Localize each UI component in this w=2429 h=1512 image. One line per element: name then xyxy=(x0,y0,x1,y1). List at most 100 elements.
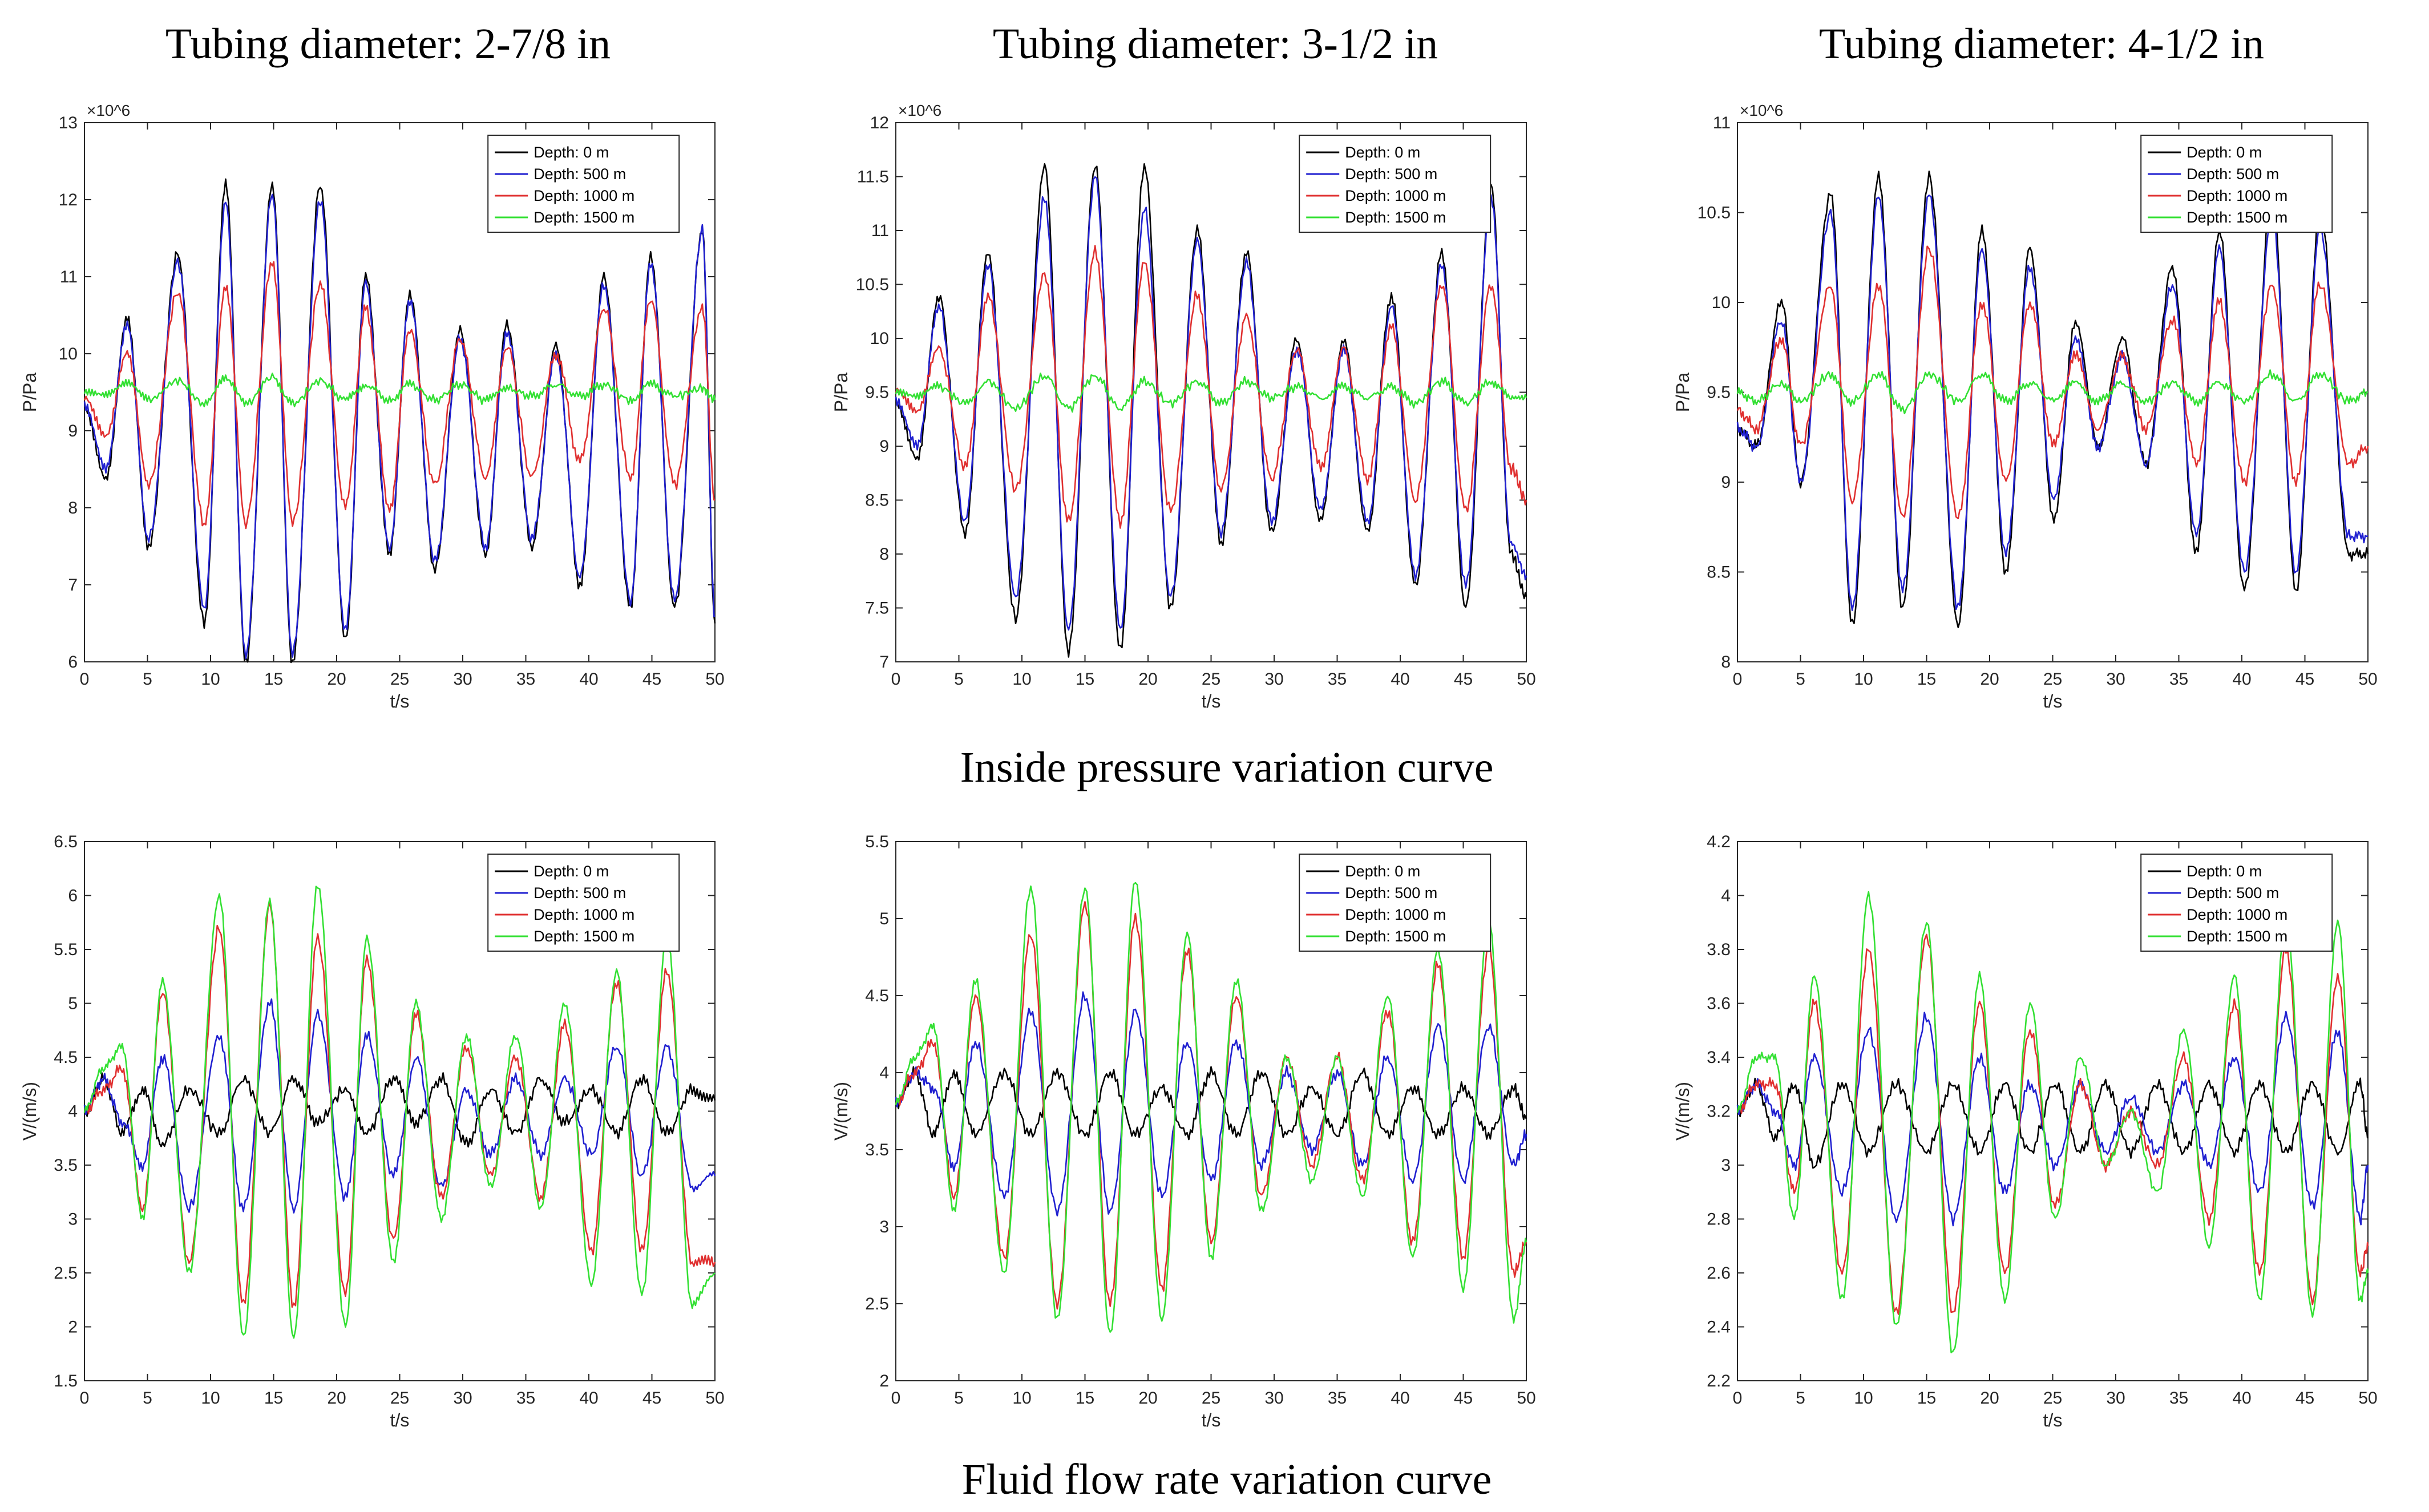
legend-label: Depth: 1500 m xyxy=(1345,209,1446,226)
y-tick-label: 3.4 xyxy=(1707,1048,1731,1067)
legend-box xyxy=(2140,135,2333,233)
y-tick-label: 3.5 xyxy=(54,1156,78,1175)
x-tick-label: 20 xyxy=(1980,670,1999,689)
legend-label: Depth: 1000 m xyxy=(2186,906,2287,923)
y-tick-label: 4.5 xyxy=(865,987,889,1005)
x-tick-label: 25 xyxy=(390,670,409,689)
x-tick-label: 30 xyxy=(2106,670,2125,689)
y-tick-label: 4.2 xyxy=(1707,832,1731,851)
legend-label: Depth: 500 m xyxy=(1345,884,1437,901)
y-tick-label: 2 xyxy=(879,1372,889,1390)
x-axis-label: t/s xyxy=(390,1410,410,1430)
y-tick-label: 9.5 xyxy=(1707,383,1731,402)
chart-v3: 0 5 10 15 20 25 30 35 40 45 50 2.2 2.4 2.6 2.8 3 3.2 3.4 3… xyxy=(1672,832,2378,1430)
x-tick-label: 10 xyxy=(1012,1389,1031,1408)
y-tick-label: 8 xyxy=(1721,653,1731,672)
y-tick-label: 10 xyxy=(870,329,889,348)
y-tick-label: 10 xyxy=(1712,293,1731,312)
x-tick-label: 10 xyxy=(201,1389,220,1408)
chart-p1: 0 5 10 15 20 25 30 35 40 45 50 6 7 8 9 10 11 12 13 t/s P/Pa ×… xyxy=(19,102,725,711)
y-tick-label: 9.5 xyxy=(865,383,889,402)
series-line-2 xyxy=(1736,194,2369,611)
y-axis-exponent: ×10^6 xyxy=(87,102,130,119)
x-tick-label: 40 xyxy=(579,1389,598,1408)
legend-label: Depth: 500 m xyxy=(534,165,626,183)
y-tick-label: 4 xyxy=(879,1064,889,1082)
x-tick-label: 0 xyxy=(891,1389,901,1408)
x-tick-label: 45 xyxy=(2295,1389,2314,1408)
legend-label: Depth: 0 m xyxy=(534,144,609,161)
x-tick-label: 35 xyxy=(1328,670,1347,689)
y-tick-label: 2 xyxy=(68,1318,78,1337)
series-line-3 xyxy=(1736,245,2369,520)
x-tick-label: 20 xyxy=(1138,670,1157,689)
y-tick-label: 3 xyxy=(68,1210,78,1229)
y-tick-label: 7 xyxy=(879,653,889,672)
y-tick-label: 2.5 xyxy=(54,1264,78,1283)
y-tick-label: 8 xyxy=(879,545,889,564)
y-tick-label: 12 xyxy=(59,191,78,209)
y-tick-label: 9 xyxy=(1721,473,1731,492)
legend-label: Depth: 1500 m xyxy=(534,928,634,945)
legend-label: Depth: 1000 m xyxy=(1345,906,1446,923)
x-tick-label: 35 xyxy=(2169,670,2188,689)
x-tick-label: 15 xyxy=(264,1389,283,1408)
x-tick-label: 30 xyxy=(453,670,472,689)
legend-label: Depth: 1500 m xyxy=(1345,928,1446,945)
x-tick-label: 30 xyxy=(1264,670,1283,689)
x-axis-label: t/s xyxy=(2043,691,2063,711)
y-axis-label: V/(m/s) xyxy=(831,1082,851,1141)
y-tick-label: 5 xyxy=(68,994,78,1013)
x-tick-label: 30 xyxy=(1264,1389,1283,1408)
column-title-3: Tubing diameter: 4-1/2 in xyxy=(1819,20,2264,68)
x-tick-label: 5 xyxy=(1796,670,1805,689)
x-tick-label: 5 xyxy=(143,670,152,689)
y-tick-label: 4 xyxy=(1721,887,1731,905)
y-tick-label: 11.5 xyxy=(857,168,889,187)
series-line-1 xyxy=(84,1072,716,1148)
legend-label: Depth: 500 m xyxy=(1345,165,1437,183)
x-tick-label: 5 xyxy=(1796,1389,1805,1408)
chart-v2: 0 5 10 15 20 25 30 35 40 45 50 2 2.5 3 3.5 4 4.5 5 5.5 t/s V… xyxy=(831,832,1536,1430)
y-tick-label: 3.6 xyxy=(1707,994,1731,1013)
y-tick-label: 10 xyxy=(59,345,78,363)
y-tick-label: 1.5 xyxy=(54,1372,78,1390)
x-tick-label: 0 xyxy=(80,670,90,689)
legend-label: Depth: 1000 m xyxy=(534,906,634,923)
series-line-2 xyxy=(1736,1010,2369,1227)
series-line-3 xyxy=(895,245,1527,529)
x-tick-label: 35 xyxy=(2169,1389,2188,1408)
y-tick-label: 4.5 xyxy=(54,1048,78,1067)
x-axis-label: t/s xyxy=(2043,1410,2063,1430)
legend-box xyxy=(1299,135,1492,233)
series-line-1 xyxy=(895,1066,1527,1141)
y-tick-label: 2.5 xyxy=(865,1295,889,1313)
x-tick-label: 25 xyxy=(390,1389,409,1408)
x-axis-label: t/s xyxy=(1202,691,1221,711)
legend-label: Depth: 500 m xyxy=(2186,884,2279,901)
y-tick-label: 5 xyxy=(879,909,889,928)
chart-p3: 0 5 10 15 20 25 30 35 40 45 50 8 8.5 9 9.5 10 10.5 11 t/s P… xyxy=(1672,102,2378,711)
legend-label: Depth: 0 m xyxy=(1345,144,1420,161)
y-tick-label: 7.5 xyxy=(865,599,889,618)
legend-box xyxy=(487,135,680,233)
y-tick-label: 11 xyxy=(871,221,889,240)
x-tick-label: 0 xyxy=(80,1389,90,1408)
chart-p2: 0 5 10 15 20 25 30 35 40 45 50 7 7.5 8 8.5 9 9.5 10 10.5 11… xyxy=(831,102,1536,711)
x-tick-label: 35 xyxy=(1328,1389,1347,1408)
y-tick-label: 2.2 xyxy=(1707,1372,1731,1390)
x-tick-label: 15 xyxy=(1076,670,1094,689)
series-line-4 xyxy=(1736,891,2369,1353)
x-tick-label: 50 xyxy=(705,670,724,689)
x-tick-label: 20 xyxy=(327,670,346,689)
legend-box xyxy=(487,854,680,952)
legend-label: Depth: 0 m xyxy=(2186,863,2262,880)
y-tick-label: 8.5 xyxy=(1707,563,1731,582)
y-axis-exponent: ×10^6 xyxy=(1740,102,1783,119)
series-line-4 xyxy=(83,373,716,407)
legend-label: Depth: 500 m xyxy=(534,884,626,901)
x-tick-label: 45 xyxy=(642,1389,661,1408)
legend-box xyxy=(1299,854,1492,952)
x-tick-label: 25 xyxy=(1202,1389,1220,1408)
